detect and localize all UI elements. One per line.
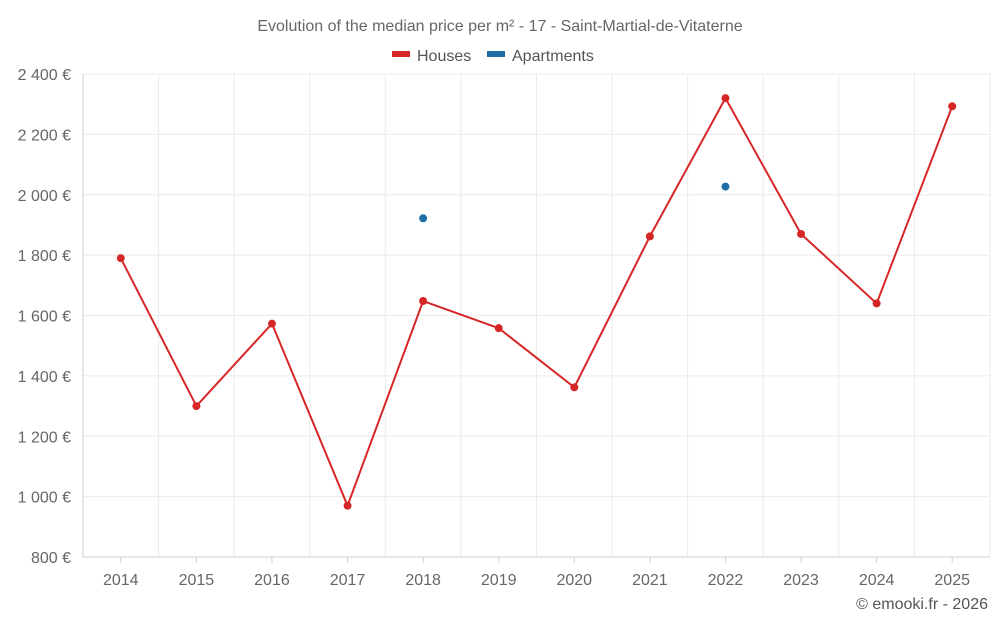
data-point-houses-2016[interactable] bbox=[267, 319, 276, 328]
y-tick-label: 2 400 € bbox=[18, 67, 71, 84]
y-tick-label: 800 € bbox=[31, 550, 71, 567]
y-tick-label: 1 400 € bbox=[18, 369, 71, 386]
series-lines bbox=[119, 97, 954, 507]
x-tick-label: 2020 bbox=[556, 572, 592, 589]
x-tick-label: 2022 bbox=[708, 572, 744, 589]
x-axis-ticks: 2014 2015 2016 2017 2018 2019 2020 2021 2022 2023… bbox=[103, 557, 970, 589]
data-point-apartments-2018[interactable] bbox=[419, 214, 428, 223]
x-tick-label: 2023 bbox=[783, 572, 819, 589]
series-points bbox=[116, 94, 957, 510]
legend-swatch-apartments bbox=[487, 51, 505, 57]
data-point-houses-2020[interactable] bbox=[570, 383, 579, 392]
data-point-houses-2018[interactable] bbox=[419, 297, 428, 306]
y-tick-label: 2 000 € bbox=[18, 188, 71, 205]
axes bbox=[82, 74, 990, 558]
data-point-houses-2025[interactable] bbox=[948, 102, 957, 111]
y-tick-label: 1 000 € bbox=[18, 490, 71, 507]
data-point-houses-2022[interactable] bbox=[721, 94, 730, 103]
x-tick-label: 2021 bbox=[632, 572, 668, 589]
legend-swatch-houses bbox=[392, 51, 410, 57]
data-point-houses-2015[interactable] bbox=[192, 402, 201, 411]
legend-item-houses[interactable]: Houses bbox=[392, 48, 471, 65]
data-point-houses-2023[interactable] bbox=[797, 229, 806, 238]
legend: Houses Apartments bbox=[392, 48, 594, 65]
x-tick-label: 2017 bbox=[330, 572, 366, 589]
series-line-houses bbox=[119, 97, 954, 507]
data-point-houses-2021[interactable] bbox=[645, 232, 654, 241]
x-tick-label: 2019 bbox=[481, 572, 517, 589]
y-tick-label: 2 200 € bbox=[18, 127, 71, 144]
legend-item-apartments[interactable]: Apartments bbox=[487, 48, 594, 65]
data-point-houses-2024[interactable] bbox=[872, 299, 881, 308]
legend-label-houses: Houses bbox=[417, 48, 471, 65]
x-tick-label: 2016 bbox=[254, 572, 290, 589]
credit-text: © emooki.fr - 2026 bbox=[856, 596, 988, 613]
chart-title: Evolution of the median price per m² - 1… bbox=[257, 18, 742, 35]
legend-label-apartments: Apartments bbox=[512, 48, 594, 65]
data-point-apartments-2022[interactable] bbox=[721, 182, 730, 191]
x-tick-label: 2018 bbox=[405, 572, 441, 589]
x-tick-label: 2015 bbox=[179, 572, 215, 589]
x-tick-label: 2024 bbox=[859, 572, 895, 589]
y-tick-label: 1 200 € bbox=[18, 429, 71, 446]
y-tick-label: 1 800 € bbox=[18, 248, 71, 265]
y-axis-ticks: 800 € 1 000 € 1 200 € 1 400 € 1 600 € 1 800 €… bbox=[18, 67, 71, 567]
y-tick-label: 1 600 € bbox=[18, 309, 71, 326]
x-tick-label: 2025 bbox=[934, 572, 970, 589]
x-tick-label: 2014 bbox=[103, 572, 139, 589]
data-point-houses-2019[interactable] bbox=[494, 324, 503, 333]
data-point-houses-2014[interactable] bbox=[116, 254, 125, 263]
data-point-houses-2017[interactable] bbox=[343, 501, 352, 510]
